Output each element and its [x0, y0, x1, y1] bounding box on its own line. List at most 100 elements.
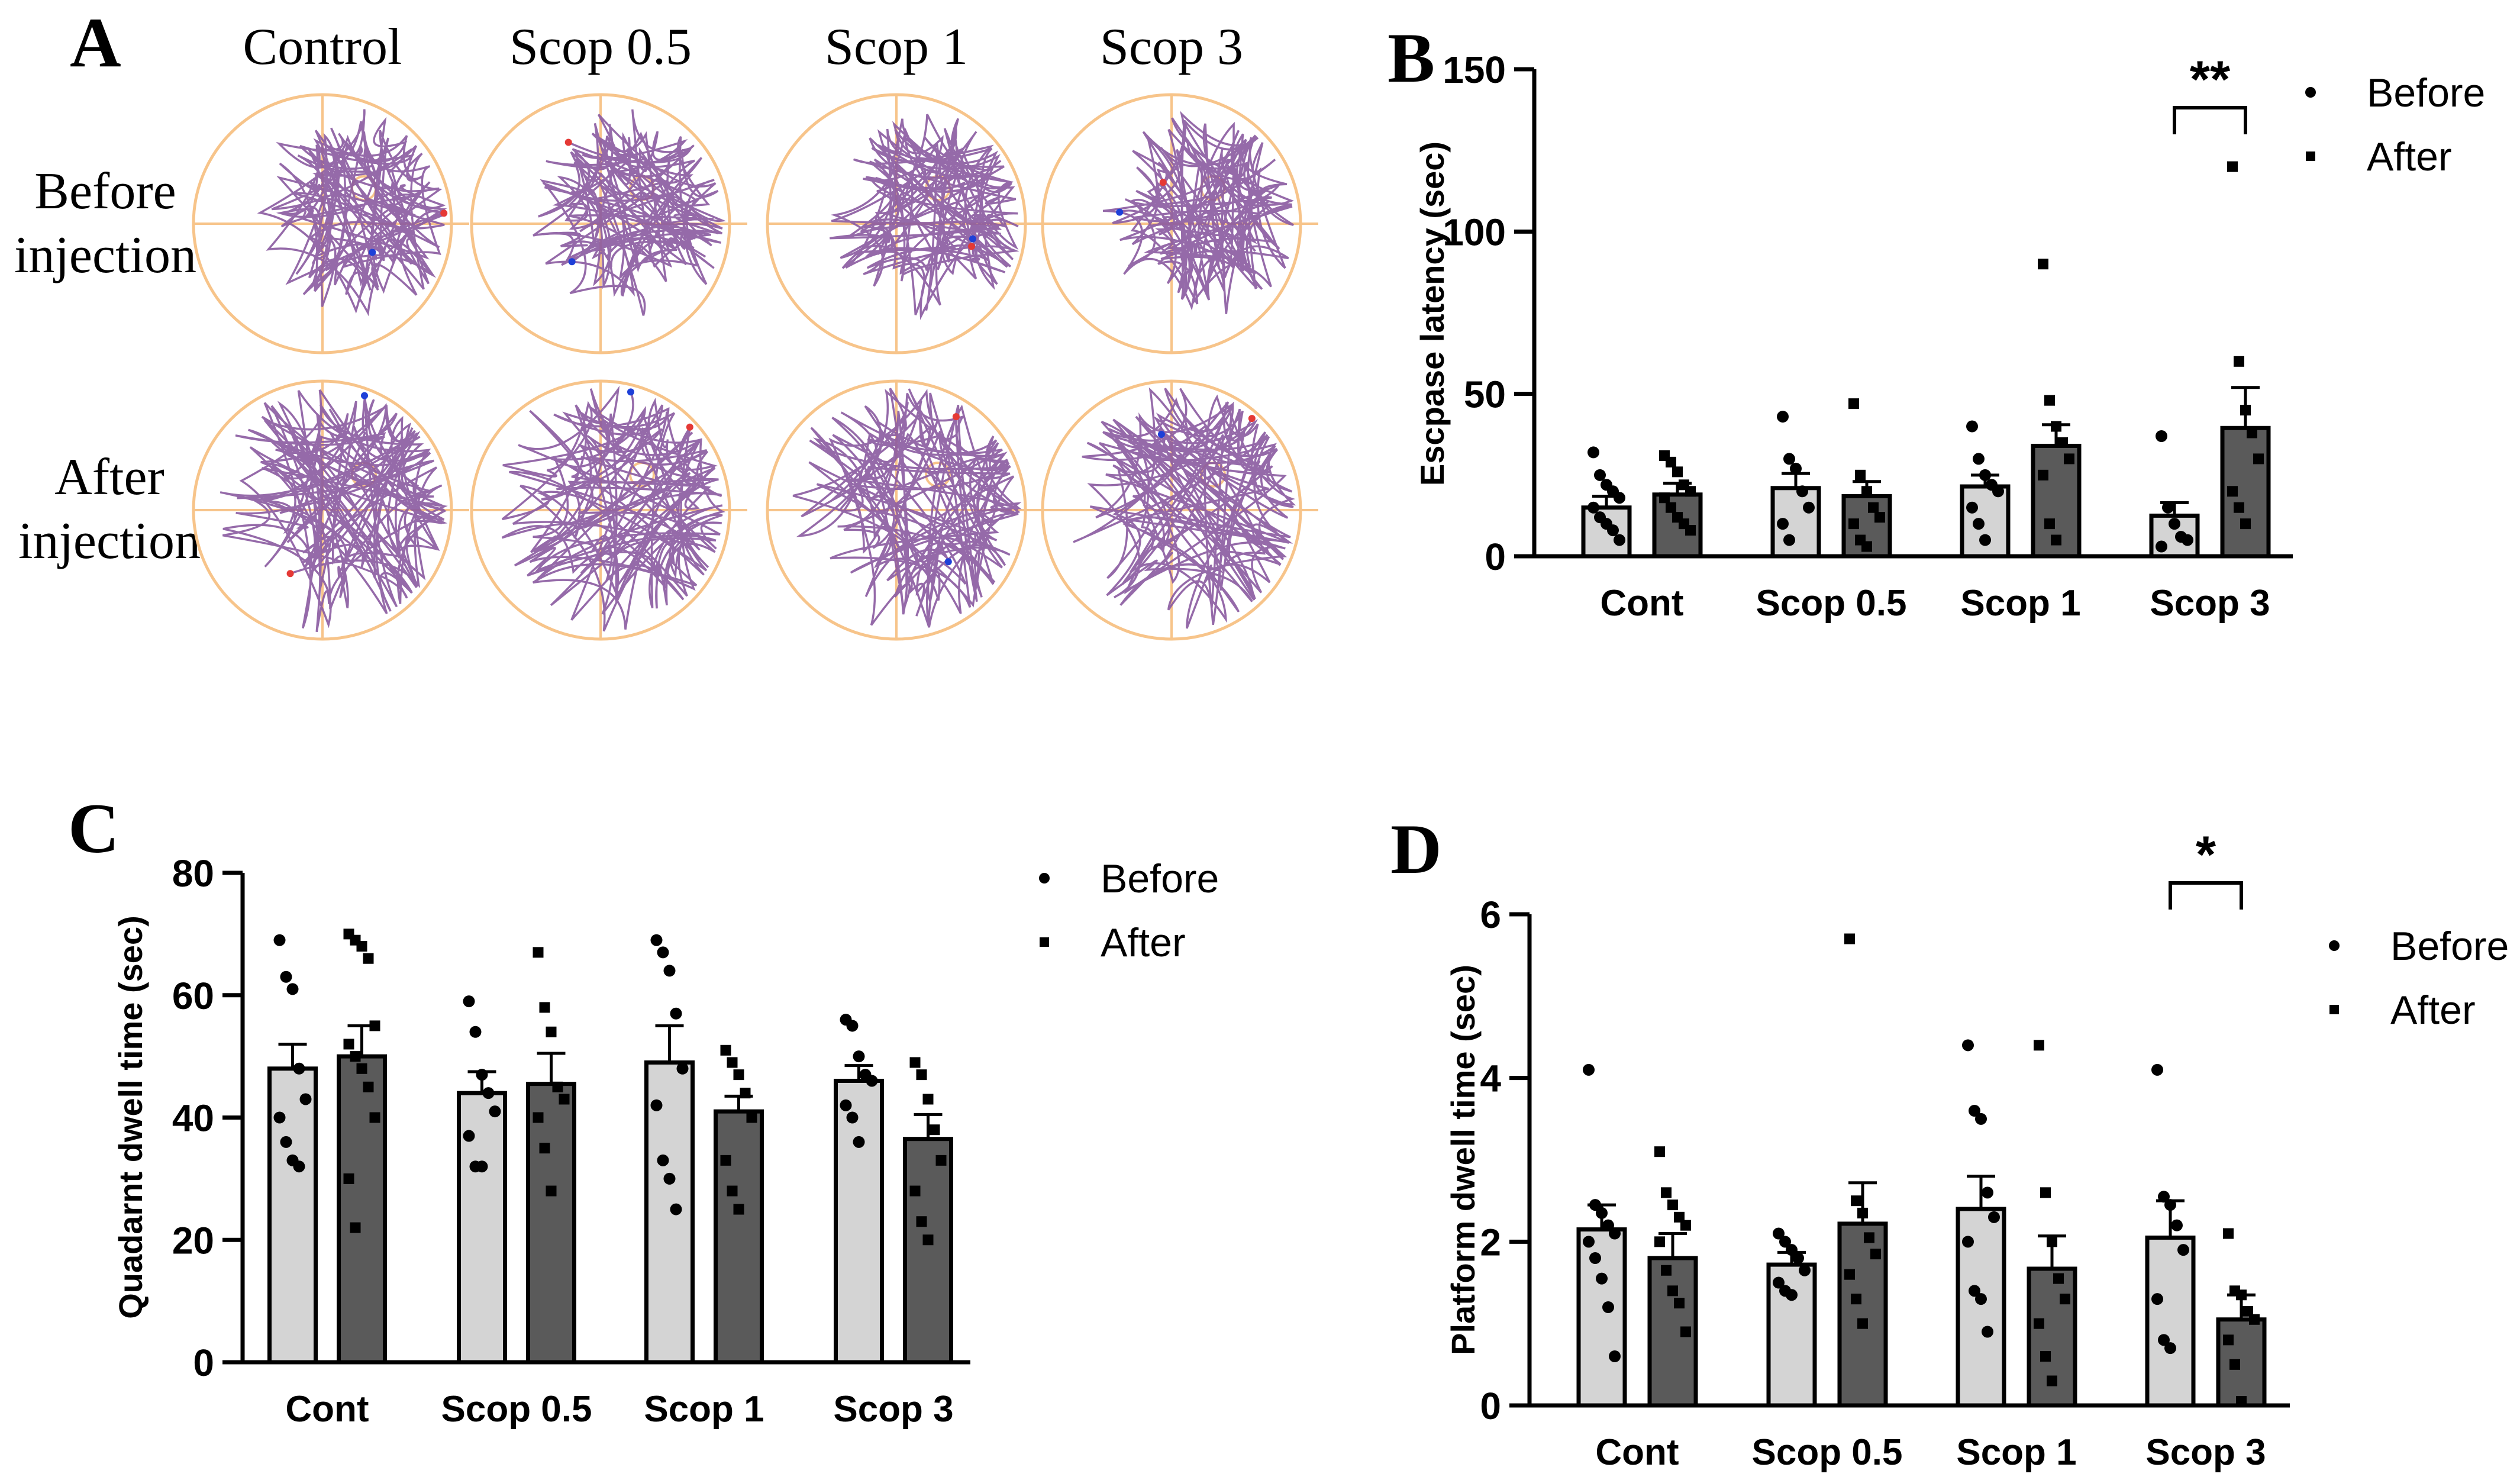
- data-point: [1777, 411, 1789, 423]
- data-point: [1659, 492, 1670, 504]
- data-point: [2057, 437, 2068, 448]
- data-point: [1672, 466, 1683, 478]
- x-tick-label: Scop 3: [2150, 583, 2270, 624]
- data-point: [2223, 1228, 2234, 1239]
- data-point: [476, 1069, 488, 1081]
- data-point: [1609, 1227, 1621, 1240]
- data-point: [727, 1185, 738, 1197]
- data-point: [2249, 1314, 2260, 1325]
- data-point: [1861, 541, 1872, 552]
- start-point: [286, 570, 294, 578]
- y-tick-label: 2: [1480, 1221, 1501, 1263]
- end-point: [568, 258, 576, 266]
- swim-path: [792, 388, 1022, 628]
- row-label-before-line2: injection: [14, 227, 196, 284]
- bar-before-2: [644, 1060, 695, 1365]
- data-point: [1680, 1220, 1691, 1231]
- bar-before-0: [1576, 1227, 1627, 1408]
- swim-path: [220, 389, 448, 633]
- legend: Before After: [2329, 924, 2509, 1033]
- data-point: [469, 1026, 482, 1038]
- swim-path: [533, 109, 727, 316]
- column-label-scop-0-5: Scop 0.5: [509, 18, 692, 76]
- y-tick-label: 20: [172, 1219, 214, 1262]
- data-point: [482, 1087, 495, 1099]
- data-point: [2040, 1351, 2051, 1362]
- swim-track-grid: [192, 93, 1318, 641]
- data-point: [1982, 1186, 1993, 1199]
- data-point: [2240, 518, 2251, 530]
- x-tick-label: Scop 0.5: [1756, 583, 1907, 624]
- data-point: [2169, 518, 2180, 530]
- data-point: [1667, 1285, 1678, 1297]
- y-tick-label: 6: [1480, 894, 1501, 936]
- legend-label-before: Before: [2367, 70, 2485, 115]
- data-point: [1674, 1211, 1685, 1223]
- data-point: [2158, 1191, 2170, 1203]
- data-point: [2227, 161, 2238, 172]
- legend-marker-before: [2329, 940, 2340, 951]
- swim-path: [830, 114, 1019, 320]
- data-point: [1969, 1105, 1980, 1117]
- data-point: [1857, 1318, 1868, 1329]
- data-point: [2038, 259, 2048, 270]
- data-point: [546, 1026, 557, 1037]
- data-point: [463, 1130, 475, 1142]
- data-point: [1661, 1265, 1672, 1276]
- start-point: [686, 423, 693, 431]
- data-point: [1779, 1236, 1791, 1248]
- legend: Before After: [2305, 70, 2485, 179]
- data-point: [2051, 534, 2061, 546]
- end-point: [1116, 208, 1124, 216]
- data-point: [2177, 1244, 2189, 1256]
- data-point: [670, 1007, 682, 1020]
- data-point: [2040, 1187, 2051, 1198]
- data-point: [1777, 518, 1789, 530]
- data-point: [663, 1172, 676, 1185]
- data-point: [1973, 453, 1985, 465]
- data-point: [2182, 534, 2193, 546]
- data-point: [1786, 1244, 1798, 1256]
- data-point: [1973, 518, 1985, 530]
- bar-after-3: [2216, 1317, 2267, 1408]
- start-point: [1248, 415, 1256, 423]
- data-point: [2156, 430, 2167, 442]
- end-point: [361, 392, 369, 399]
- data-point: [840, 1099, 852, 1111]
- series-before: [1581, 411, 2200, 559]
- y-axis-label: Quadarnt dwell time (sec): [112, 915, 149, 1319]
- data-point: [657, 1154, 669, 1166]
- data-point: [922, 1094, 934, 1105]
- data-point: [1783, 534, 1795, 546]
- data-point: [846, 1111, 859, 1124]
- start-point: [440, 209, 448, 217]
- data-point: [650, 934, 663, 946]
- data-point: [1602, 1301, 1614, 1313]
- series-after: [1647, 933, 2267, 1408]
- start-point: [564, 138, 572, 146]
- legend-marker-before: [2305, 87, 2316, 98]
- series-after: [1652, 161, 2271, 559]
- data-point: [2229, 1359, 2240, 1370]
- legend-label-before: Before: [1101, 856, 1219, 901]
- end-point: [627, 388, 634, 396]
- y-tick-label: 50: [1464, 373, 1506, 416]
- data-point: [356, 941, 367, 952]
- data-point: [1654, 1236, 1665, 1247]
- swim-path: [1102, 111, 1295, 314]
- bar-before-3: [834, 1078, 884, 1365]
- x-tick-label: Scop 3: [2145, 1432, 2266, 1473]
- bar-after-0: [337, 1054, 387, 1365]
- data-point: [2044, 518, 2055, 530]
- panel-letter: B: [1388, 18, 1435, 97]
- data-point: [2162, 501, 2174, 514]
- data-point: [1861, 486, 1872, 497]
- data-point: [1851, 1195, 1861, 1207]
- data-point: [343, 1039, 354, 1050]
- data-point: [853, 1136, 865, 1148]
- data-point: [363, 1081, 374, 1092]
- data-point: [546, 1185, 557, 1197]
- data-point: [1975, 1113, 1987, 1125]
- data-point: [2047, 1236, 2057, 1247]
